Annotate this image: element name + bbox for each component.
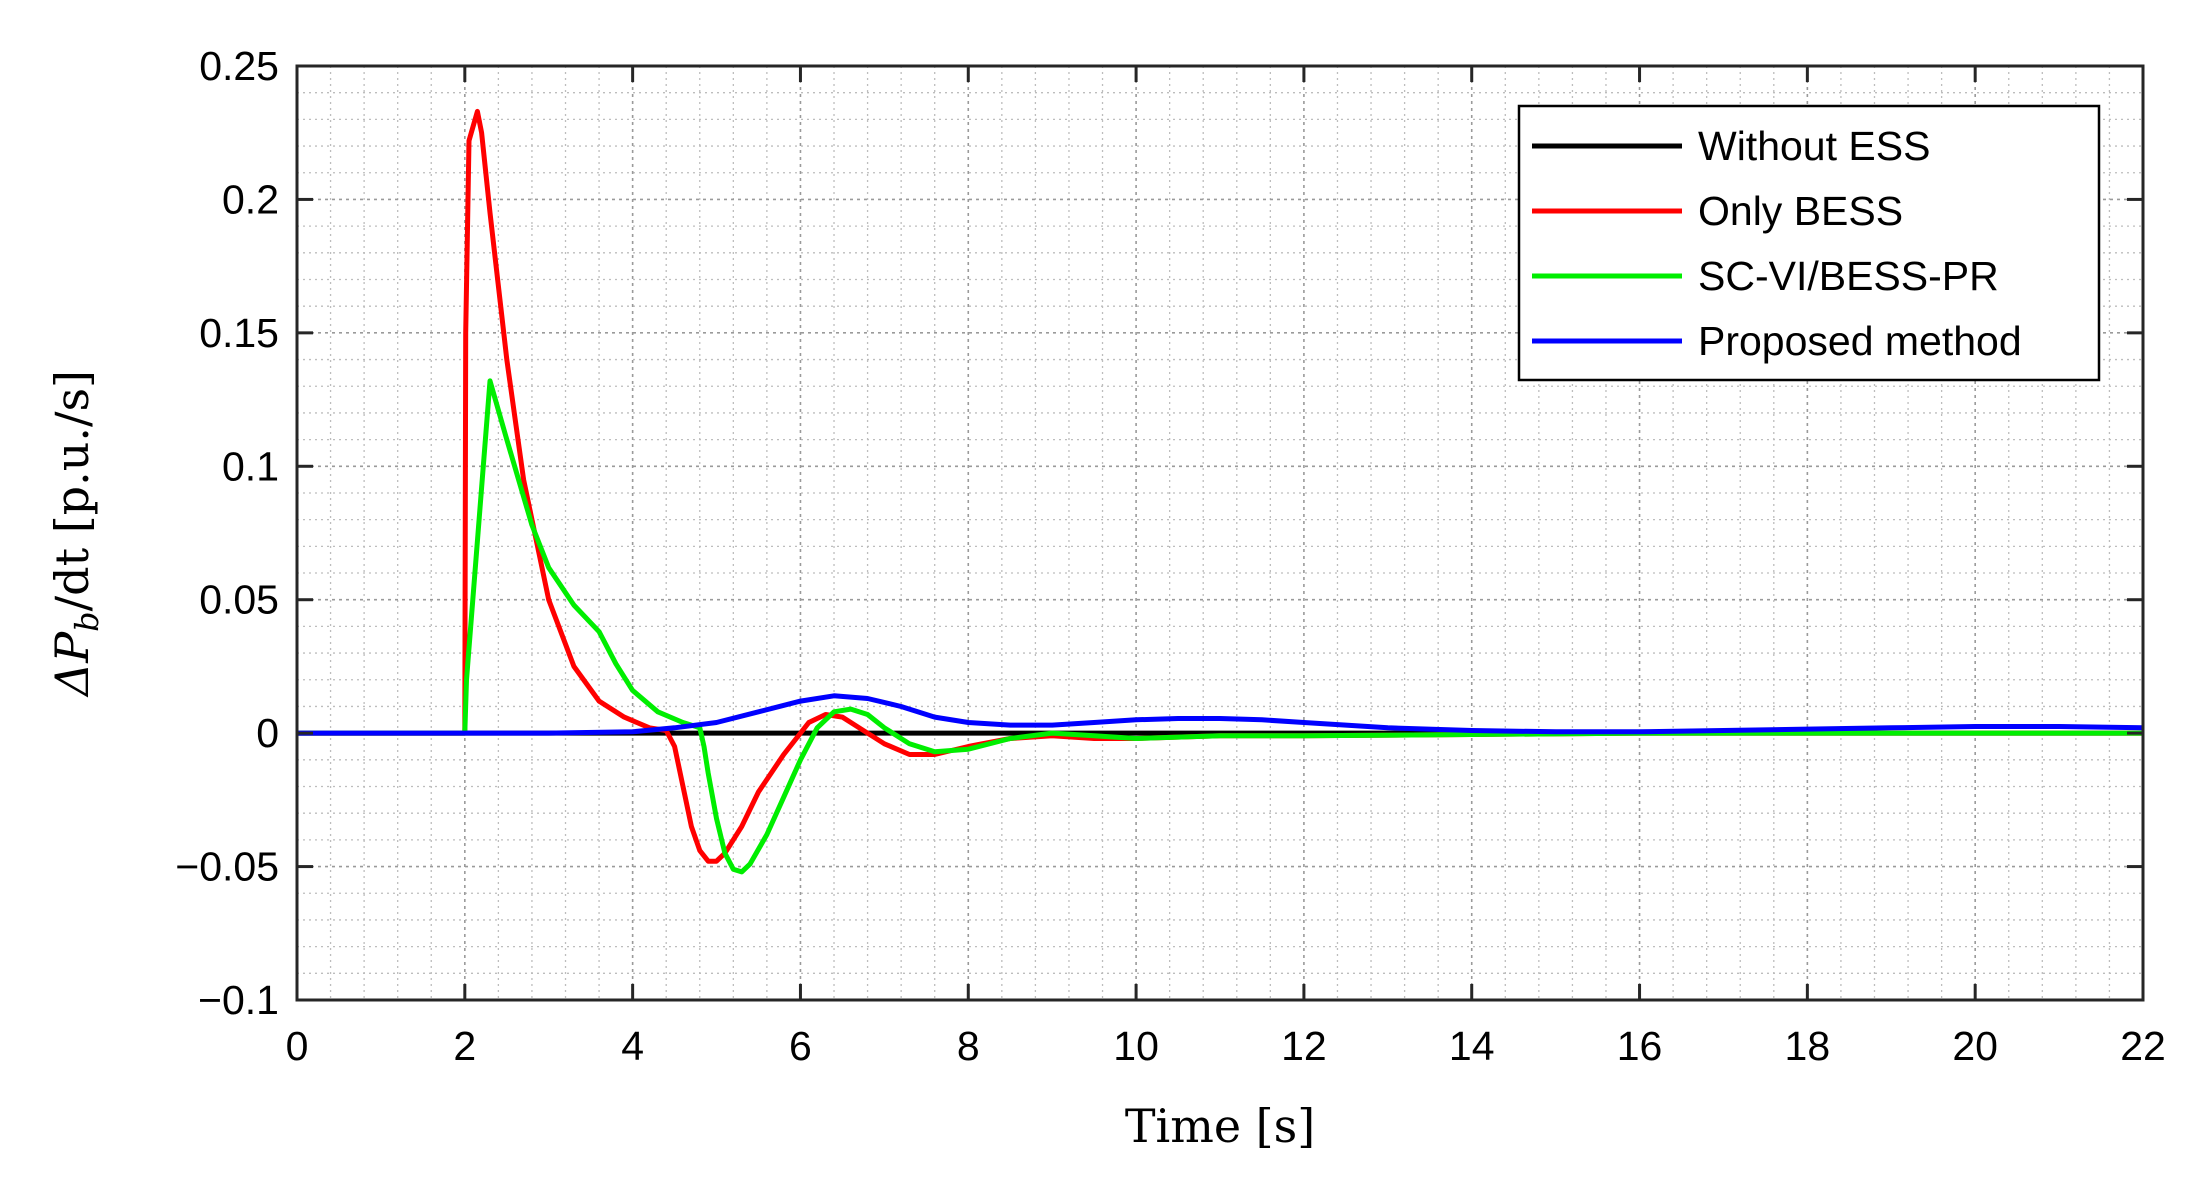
y-axis-title: ΔPb/dt [p.u./s] [45,370,106,698]
legend-label-only-bess: Only BESS [1698,188,1903,234]
legend-label-proposed-method: Proposed method [1698,318,2022,364]
y-tick-labels: −0.1 −0.05 0 0.05 0.1 0.15 0.2 0.25 [175,43,279,1023]
y-axis-title-sub: b [68,611,106,631]
legend-box [1517,104,2101,382]
y-tick-label: 0.25 [199,43,279,89]
y-tick-label: 0.05 [199,577,279,623]
y-axis-title-main: ΔP [45,631,99,698]
x-tick-label: 10 [1113,1023,1159,1069]
x-tick-label: 2 [453,1023,476,1069]
x-tick-label: 20 [1952,1023,1998,1069]
y-tick-label: 0.15 [199,310,279,356]
series-line-proposed-method [297,693,2143,736]
legend-items: Without ESS Only BESS SC-VI/BESS-PR Propose… [1532,123,2022,364]
legend-label-sc-vi-bess-pr: SC-VI/BESS-PR [1698,253,1999,299]
y-axis-title-rest: /dt [p.u./s] [45,370,99,611]
x-tick-label: 16 [1617,1023,1663,1069]
x-tick-labels: 0 2 4 6 8 10 12 14 16 18 20 22 [286,1023,2166,1069]
x-tick-label: 12 [1281,1023,1327,1069]
x-tick-label: 22 [2120,1023,2166,1069]
x-tick-label: 18 [1785,1023,1831,1069]
axis-ticks [295,64,2145,1002]
y-tick-label: 0.1 [222,443,279,489]
series-lines [297,108,2143,875]
series-line-sc-vi-bess-pr [297,378,2143,875]
y-tick-label: 0 [256,710,279,756]
x-tick-label: 6 [789,1023,812,1069]
plot-area-border [295,64,2145,1002]
x-tick-label: 8 [957,1023,980,1069]
x-tick-label: 4 [621,1023,644,1069]
y-tick-label: −0.05 [175,844,279,890]
y-tick-label: −0.1 [198,977,279,1023]
y-tick-label: 0.2 [222,176,279,222]
x-axis-title: Time [s] [1125,1099,1315,1153]
x-tick-label: 14 [1449,1023,1495,1069]
minor-grid [297,66,2143,1000]
legend: Without ESS Only BESS SC-VI/BESS-PR Propose… [1517,104,2101,382]
x-tick-label: 0 [286,1023,309,1069]
legend-label-without-ess: Without ESS [1698,123,1930,169]
